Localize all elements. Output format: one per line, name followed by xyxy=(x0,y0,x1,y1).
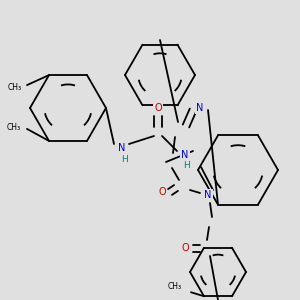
Text: N: N xyxy=(204,190,212,200)
Text: N: N xyxy=(181,150,189,160)
Text: CH₃: CH₃ xyxy=(7,123,21,132)
Text: O: O xyxy=(158,187,166,197)
Text: O: O xyxy=(154,103,162,113)
Text: CH₃: CH₃ xyxy=(168,282,182,291)
Text: N: N xyxy=(196,103,204,113)
Text: H: H xyxy=(184,161,190,170)
Text: O: O xyxy=(181,243,189,253)
Text: H: H xyxy=(121,154,128,164)
Text: CH₃: CH₃ xyxy=(8,82,22,91)
Text: N: N xyxy=(118,143,126,153)
